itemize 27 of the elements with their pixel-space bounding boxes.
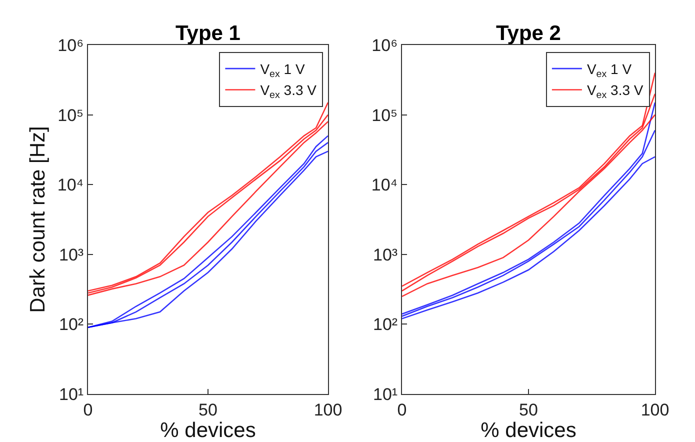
x-tick-label: 0 xyxy=(83,400,93,420)
x-tick-label: 50 xyxy=(519,400,538,420)
legend-label: V$_{ex}$ 1 V xyxy=(260,61,306,80)
y-tick-label: 10² xyxy=(59,315,84,334)
y-tick-label: 10⁴ xyxy=(371,176,398,195)
y-tick-label: 10³ xyxy=(59,245,84,264)
y-tick-label: 10⁶ xyxy=(58,36,84,55)
chart-title: Type 1 xyxy=(176,22,241,45)
x-tick-label: 0 xyxy=(397,400,407,420)
legend-label: V$_{ex}$ 1 V xyxy=(586,61,632,80)
x-tick-label: 100 xyxy=(640,400,670,420)
y-tick-label: 10⁶ xyxy=(372,36,398,55)
x-axis-title: % devices xyxy=(480,419,576,442)
legend-label: V$_{ex}$ 3.3 V xyxy=(260,82,318,102)
chart-title: Type 2 xyxy=(496,22,561,45)
legend-label: V$_{ex}$ 3.3 V xyxy=(586,82,644,102)
y-tick-label: 10² xyxy=(373,315,398,334)
x-tick-label: 100 xyxy=(314,400,342,420)
y-tick-label: 10¹ xyxy=(373,384,398,404)
y-axis-title: Dark count rate [Hz] xyxy=(26,126,50,313)
y-tick-label: 10⁴ xyxy=(57,176,84,195)
y-tick-label: 10¹ xyxy=(59,384,84,404)
x-tick-label: 50 xyxy=(198,400,218,420)
x-axis-title: % devices xyxy=(160,419,256,442)
y-tick-label: 10³ xyxy=(373,245,398,264)
y-tick-label: 10⁵ xyxy=(58,106,84,125)
y-tick-label: 10⁵ xyxy=(372,106,398,125)
